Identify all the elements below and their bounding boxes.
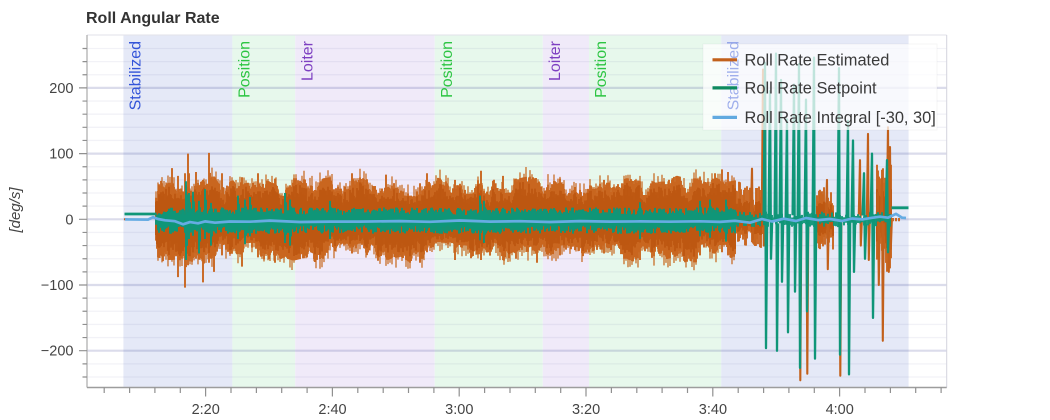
svg-text:0: 0 bbox=[65, 212, 73, 228]
svg-text:−200: −200 bbox=[41, 344, 74, 360]
svg-text:3:00: 3:00 bbox=[445, 402, 473, 418]
svg-text:100: 100 bbox=[49, 147, 73, 163]
svg-text:Roll Rate Integral [-30, 30]: Roll Rate Integral [-30, 30] bbox=[745, 109, 936, 127]
svg-text:Loiter: Loiter bbox=[300, 40, 317, 81]
svg-text:3:20: 3:20 bbox=[572, 402, 600, 418]
svg-text:[deg/s]: [deg/s] bbox=[7, 187, 24, 234]
svg-text:2:40: 2:40 bbox=[318, 402, 346, 418]
svg-text:Position: Position bbox=[439, 41, 456, 98]
svg-text:Stabilized: Stabilized bbox=[726, 41, 743, 110]
svg-text:Position: Position bbox=[593, 41, 610, 98]
svg-text:Stabilized: Stabilized bbox=[128, 41, 145, 110]
svg-text:3:40: 3:40 bbox=[699, 402, 727, 418]
svg-text:Roll Angular Rate: Roll Angular Rate bbox=[86, 10, 220, 27]
svg-text:4:00: 4:00 bbox=[826, 402, 854, 418]
svg-text:Position: Position bbox=[237, 41, 254, 98]
svg-text:Loiter: Loiter bbox=[547, 40, 564, 81]
svg-text:2:20: 2:20 bbox=[192, 402, 220, 418]
svg-text:Roll Rate Setpoint: Roll Rate Setpoint bbox=[745, 79, 878, 97]
svg-text:200: 200 bbox=[49, 81, 73, 97]
svg-text:−100: −100 bbox=[41, 278, 74, 294]
svg-text:Roll Rate Estimated: Roll Rate Estimated bbox=[745, 51, 890, 69]
